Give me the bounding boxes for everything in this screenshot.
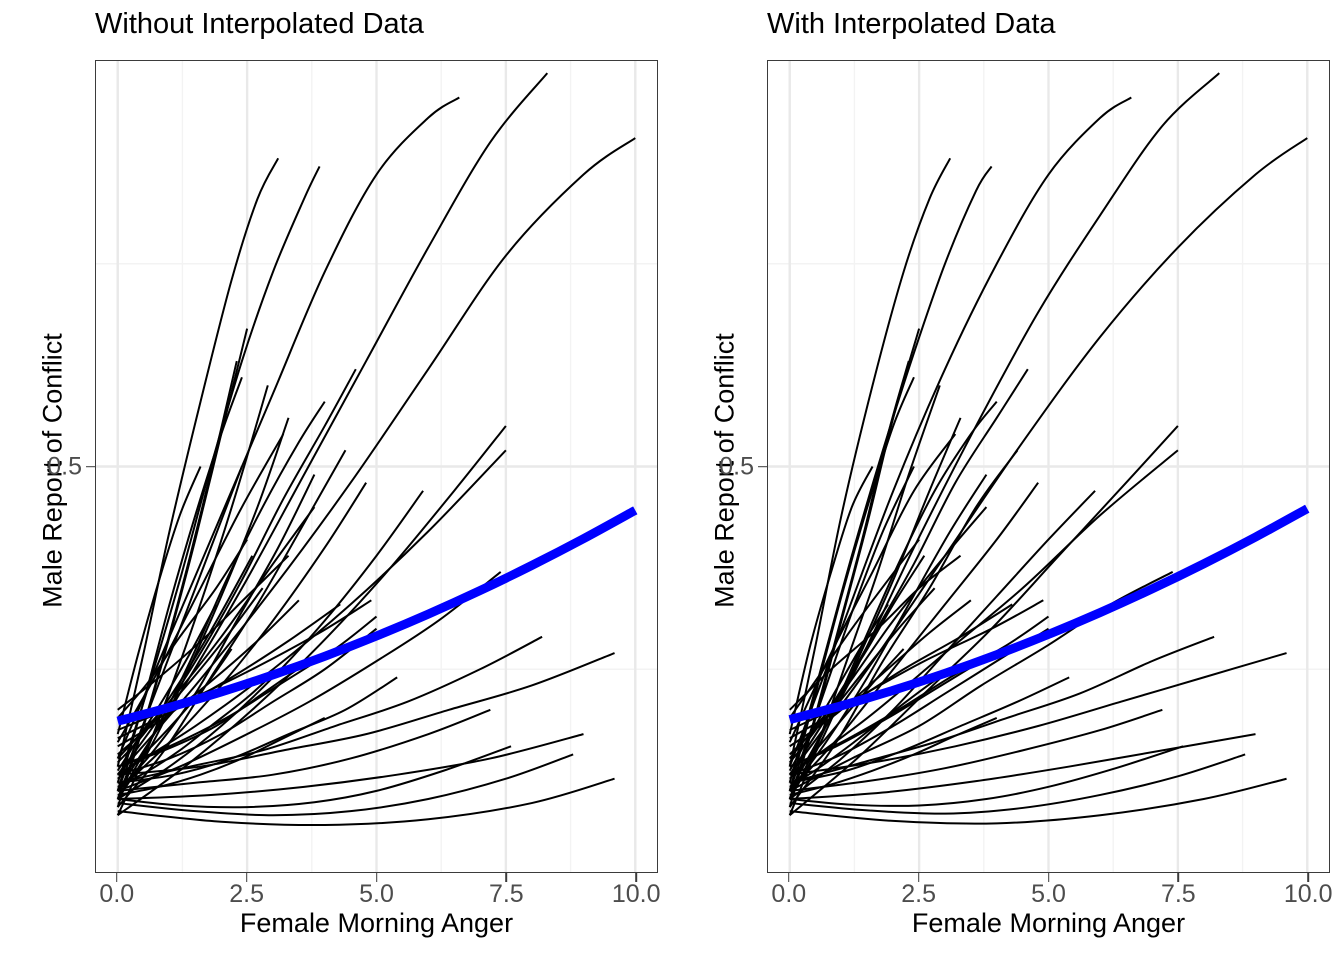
y-tick-label-right: 0.5 (719, 452, 754, 480)
x-tick-mark-right (788, 873, 790, 882)
individual-curve (117, 571, 502, 792)
individual-curve (789, 599, 972, 748)
individual-curve (788, 137, 1308, 776)
x-tick-label-right: 5.0 (1031, 880, 1066, 908)
individual-curve (117, 482, 367, 792)
individual-curve (117, 635, 543, 784)
individual-curve (788, 466, 874, 735)
x-tick-label-right: 0.0 (771, 880, 807, 908)
average-curve (788, 504, 1310, 724)
individual-curve (789, 660, 982, 768)
individual-curve (788, 474, 988, 792)
individual-curve (116, 474, 316, 792)
individual-curve (789, 777, 1287, 825)
x-tick-label-left: 5.0 (359, 880, 394, 908)
individual-curve (117, 554, 290, 711)
x-tick-mark-right (1047, 873, 1050, 882)
individual-curve (788, 648, 905, 780)
individual-curve (789, 668, 951, 788)
individual-curve (789, 753, 1246, 815)
individual-curve (116, 385, 269, 816)
x-tick-mark-left (245, 873, 248, 882)
individual-curve (788, 157, 952, 767)
individual-curve (117, 603, 341, 740)
individual-curve (788, 555, 926, 764)
x-tick-label-right: 10.0 (1283, 880, 1333, 908)
x-tick-mark-right (1307, 873, 1309, 882)
x-tick-mark-left (116, 873, 118, 882)
individual-curve (116, 360, 238, 808)
x-tick-mark-right (1177, 873, 1180, 882)
individual-curve (117, 777, 615, 827)
facet-title-with: With Interpolated Data (767, 8, 1056, 40)
y-tick-label-left: 0.5 (47, 452, 82, 480)
individual-curve (789, 603, 1013, 740)
facet-title-without: Without Interpolated Data (95, 8, 424, 40)
individual-curve (788, 96, 1132, 767)
without-individual-curves (116, 72, 636, 827)
individual-curve (117, 449, 507, 776)
individual-curve (789, 627, 1050, 776)
individual-curve (789, 554, 962, 711)
individual-curve (117, 745, 512, 809)
individual-curve (789, 449, 1179, 776)
individual-curve (789, 676, 1070, 784)
x-tick-mark-right (917, 873, 920, 882)
x-axis-title-right: Female Morning Anger (911, 908, 1186, 938)
facet-with-interpolated-data: With Interpolated Data Male Report of Co… (672, 0, 1344, 960)
individual-curve (117, 668, 279, 788)
individual-curve (789, 716, 998, 796)
plot-canvas-without (96, 61, 657, 872)
x-tick-label-right: 2.5 (901, 880, 937, 908)
average-curve (116, 506, 638, 726)
x-axis-title-left: Female Morning Anger (239, 908, 514, 938)
plot-canvas-with (768, 61, 1329, 872)
individual-curve (789, 490, 1096, 800)
individual-curve (117, 648, 233, 780)
individual-curve (788, 72, 1220, 792)
individual-curve (788, 506, 988, 760)
individual-curve (117, 676, 398, 784)
x-tick-label-left: 10.0 (611, 880, 661, 908)
x-tick-mark-left (505, 873, 508, 882)
individual-curve (789, 615, 1050, 768)
x-tick-label-left: 0.0 (99, 880, 135, 908)
with-individual-curves (788, 72, 1308, 825)
x-tick-label-right: 7.5 (1160, 880, 1196, 908)
individual-curve (116, 137, 636, 776)
individual-curve (789, 635, 1215, 784)
individual-curve (116, 157, 280, 767)
plot-panel-without (95, 60, 658, 873)
individual-curve (117, 652, 615, 776)
x-tick-label-left: 2.5 (229, 880, 265, 908)
individual-curve (116, 555, 254, 764)
individual-curve (789, 745, 1184, 807)
individual-curve (116, 466, 202, 735)
individual-curve (117, 599, 300, 748)
x-tick-mark-left (635, 873, 637, 882)
y-tick-mark-left (86, 465, 95, 468)
facet-without-interpolated-data: Without Interpolated Data Male Report of… (38, 8, 661, 938)
x-tick-mark-left (375, 873, 378, 882)
individual-curve (788, 482, 1039, 792)
x-tick-label-left: 7.5 (488, 880, 524, 908)
individual-curve (117, 425, 507, 817)
individual-curve (789, 708, 1163, 792)
individual-curve (117, 660, 310, 768)
individual-curve (116, 433, 285, 743)
plot-panel-with (767, 60, 1330, 873)
individual-curve (117, 708, 491, 792)
individual-curve (117, 733, 584, 801)
y-tick-mark-right (758, 465, 767, 468)
individual-curve (789, 733, 1256, 801)
individual-curve (117, 717, 326, 796)
individual-curve (117, 753, 574, 817)
